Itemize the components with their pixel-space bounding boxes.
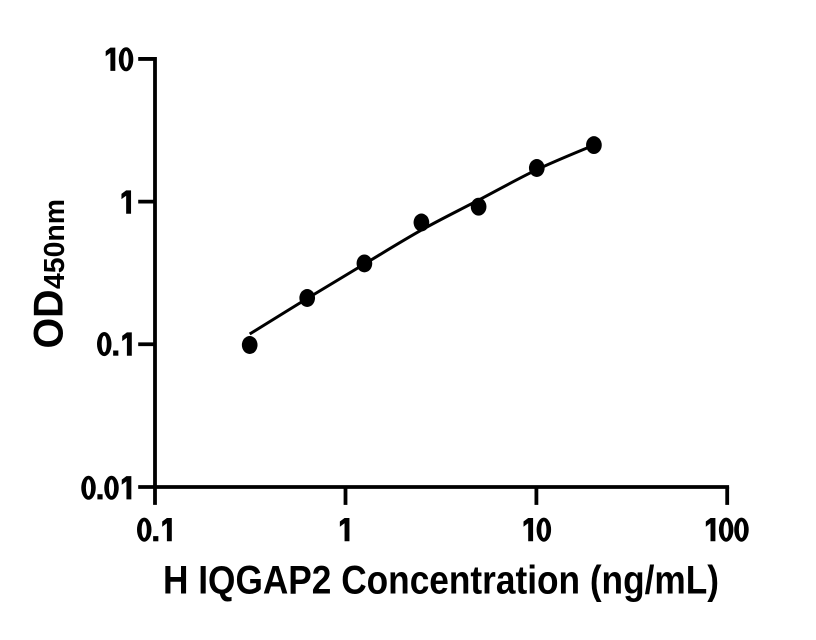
svg-text:OD: OD	[25, 290, 72, 349]
svg-text:450nm: 450nm	[39, 199, 71, 289]
svg-text:H IQGAP2 Concentration (ng/mL): H IQGAP2 Concentration (ng/mL)	[163, 558, 719, 602]
